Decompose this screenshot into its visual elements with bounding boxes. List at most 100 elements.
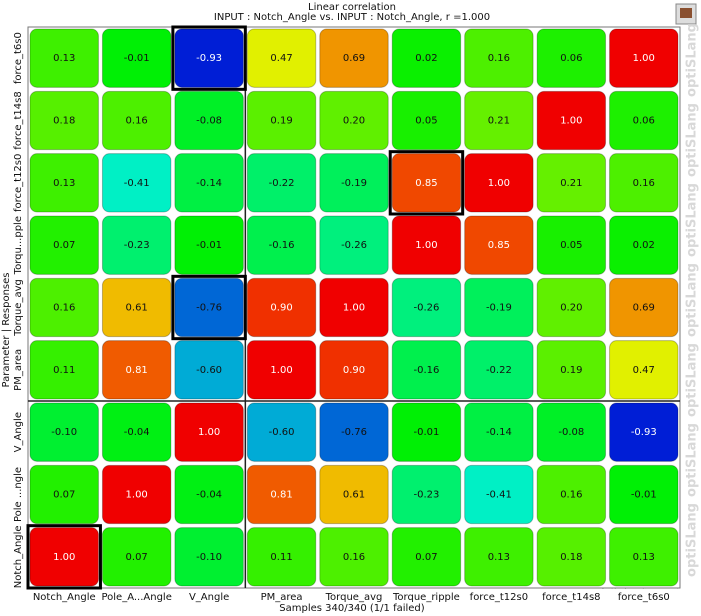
heatmap-cell — [464, 153, 534, 213]
heatmap-cell — [464, 277, 534, 338]
heatmap-cell — [319, 464, 389, 525]
cell-label: 0.69 — [343, 53, 365, 64]
heatmap-cell — [609, 215, 679, 275]
cell-label: 0.81 — [270, 490, 292, 501]
heatmap-cell — [101, 28, 172, 88]
heatmap-cell — [174, 153, 244, 213]
cell-label: -0.76 — [196, 303, 222, 314]
heatmap-cell — [29, 153, 99, 213]
heatmap-cell — [246, 153, 317, 213]
cell-label: 0.02 — [633, 240, 655, 251]
cell-label: 0.90 — [343, 365, 365, 376]
cell-label: 0.11 — [270, 552, 292, 563]
heatmap-cell — [536, 153, 607, 213]
cell-label: 0.81 — [126, 365, 148, 376]
heatmap-cell — [174, 215, 244, 275]
cell-label: 0.05 — [560, 240, 582, 251]
cell-label: 1.00 — [126, 490, 148, 501]
x-tick-label: PM_area — [261, 592, 303, 603]
cell-label: 0.02 — [415, 53, 437, 64]
cell-label: 0.85 — [488, 240, 510, 251]
heatmap-cell — [609, 153, 679, 213]
cell-label: -0.14 — [196, 178, 222, 189]
cell-label: 1.00 — [343, 303, 365, 314]
heatmap-cell — [391, 153, 462, 213]
heatmap-cell — [174, 277, 244, 338]
chart-subtitle: INPUT : Notch_Angle vs. INPUT : Notch_An… — [214, 12, 490, 23]
heatmap-cell — [246, 340, 317, 400]
heatmap-cell — [536, 340, 607, 400]
cell-label: 0.18 — [53, 116, 75, 127]
heatmap-cell — [391, 464, 462, 525]
cell-label: -0.04 — [124, 427, 150, 438]
x-tick-label: Torque_avg — [325, 592, 383, 603]
heatmap-cell — [29, 527, 99, 587]
heatmap-cell — [101, 340, 172, 400]
cell-label: -0.23 — [414, 490, 440, 501]
cell-label: 1.00 — [53, 552, 75, 563]
y-axis-title: Parameter | Responses — [1, 273, 12, 388]
heatmap-cell — [174, 340, 244, 400]
cell-label: 0.85 — [415, 178, 437, 189]
cell-label: -0.19 — [486, 303, 512, 314]
cell-label: -0.04 — [196, 490, 222, 501]
heatmap-cell — [391, 402, 462, 462]
heatmap-cell — [391, 277, 462, 338]
watermark: optiSLang — [685, 183, 700, 257]
y-tick-label: force_t12s0 — [13, 154, 24, 212]
heatmap-cell — [319, 28, 389, 88]
cell-label: 0.07 — [53, 490, 75, 501]
y-tick-label: Torque_avg — [13, 279, 24, 337]
cell-label: 0.06 — [560, 53, 582, 64]
heatmap-cell — [536, 215, 607, 275]
cell-label: 0.61 — [343, 490, 365, 501]
watermark: optiSLang — [685, 503, 700, 577]
cell-label: -0.23 — [124, 240, 150, 251]
cell-label: -0.93 — [196, 53, 222, 64]
x-tick-label: Notch_Angle — [33, 592, 96, 603]
heatmap-cell — [536, 90, 607, 151]
cell-label: 0.47 — [633, 365, 655, 376]
cell-label: -0.22 — [269, 178, 295, 189]
cell-label: 1.00 — [198, 427, 220, 438]
heatmap-cell — [29, 28, 99, 88]
cell-label: 0.07 — [126, 552, 148, 563]
heatmap-cell — [319, 277, 389, 338]
heatmap-cell — [464, 90, 534, 151]
y-tick-label: PM_area — [13, 349, 24, 391]
x-tick-label: force_t6s0 — [618, 592, 670, 603]
cell-label: 1.00 — [270, 365, 292, 376]
selection-box — [26, 524, 102, 590]
heatmap-cell — [174, 464, 244, 525]
heatmap-cell — [29, 464, 99, 525]
y-tick-label: force_t6s0 — [13, 32, 24, 84]
selection-box — [171, 274, 247, 341]
heatmap-cell — [391, 527, 462, 587]
heatmap-cell — [174, 28, 244, 88]
cell-label: 0.19 — [560, 365, 582, 376]
heatmap-cell — [464, 464, 534, 525]
heatmap-cell — [246, 28, 317, 88]
y-tick-label: V_Angle — [13, 412, 24, 452]
heatmap-cell — [29, 402, 99, 462]
cell-label: -0.01 — [124, 53, 150, 64]
cell-label: 0.21 — [488, 116, 510, 127]
watermark: optiSLang — [685, 423, 700, 497]
heatmap-cell — [391, 340, 462, 400]
cell-label: 0.20 — [343, 116, 365, 127]
cell-label: 0.13 — [53, 178, 75, 189]
cell-label: 0.16 — [126, 116, 148, 127]
heatmap-cell — [246, 464, 317, 525]
heatmap-cell — [101, 527, 172, 587]
cell-label: 0.07 — [415, 552, 437, 563]
x-tick-label: force_t12s0 — [470, 592, 528, 603]
cell-label: 0.47 — [270, 53, 292, 64]
cell-label: -0.14 — [486, 427, 512, 438]
cell-label: 0.16 — [560, 490, 582, 501]
cell-label: 0.20 — [560, 303, 582, 314]
heatmap-cell — [464, 527, 534, 587]
cell-label: -0.16 — [414, 365, 440, 376]
cell-label: 0.61 — [126, 303, 148, 314]
cell-label: -0.16 — [269, 240, 295, 251]
cell-label: 0.21 — [560, 178, 582, 189]
